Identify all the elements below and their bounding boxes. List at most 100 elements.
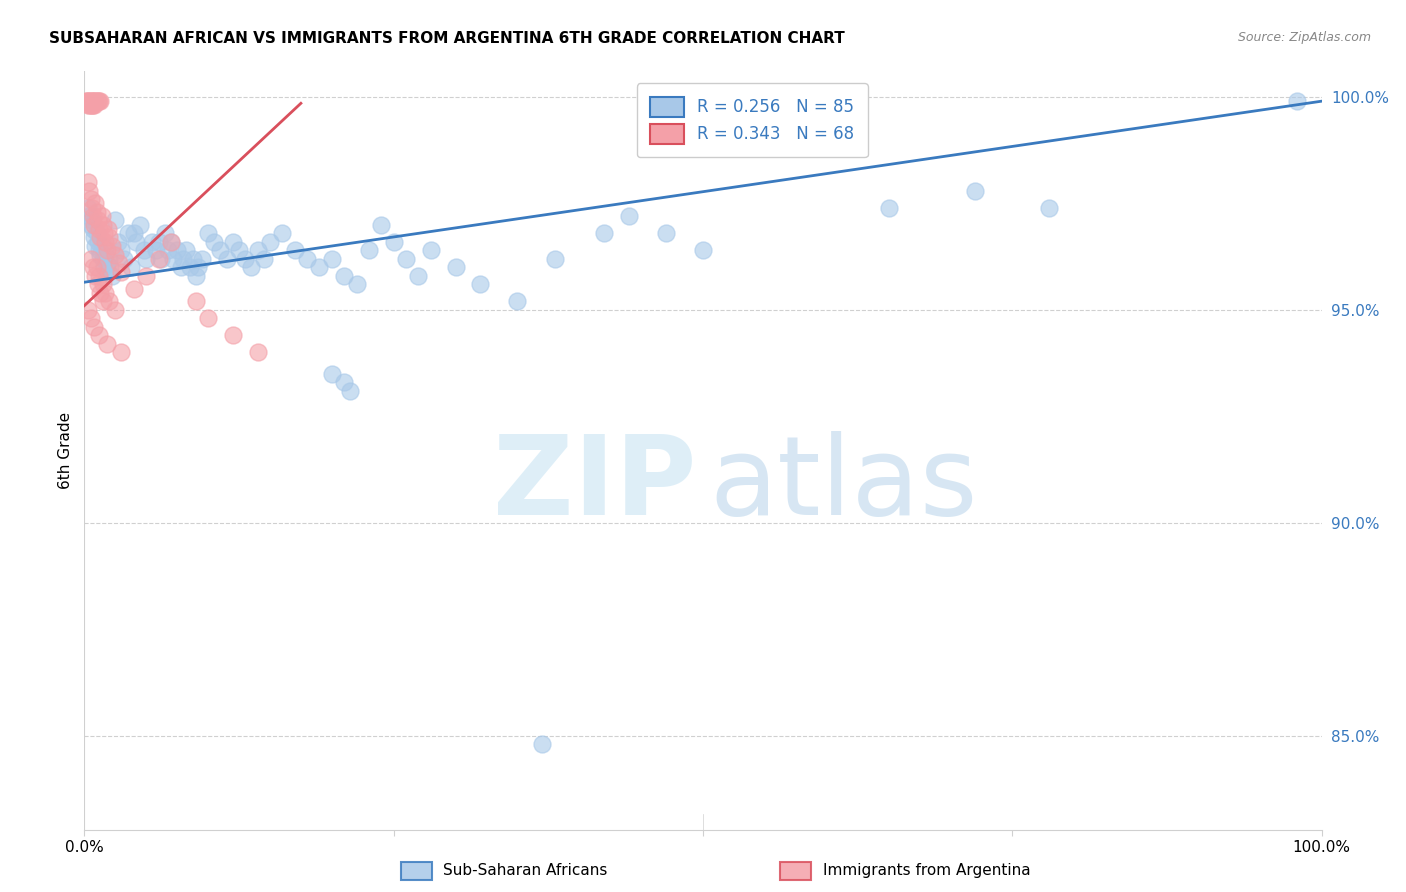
Point (148, 235, 170, 249)
Point (104, 302, 127, 317)
Point (333, 268, 356, 283)
Point (122, 226, 145, 240)
Point (160, 235, 183, 249)
Point (77, 94, 100, 108)
Point (172, 252, 194, 266)
Point (382, 235, 405, 249)
Point (82, 94, 104, 108)
Point (89, 230, 111, 244)
Point (76, 94, 98, 108)
Point (253, 252, 276, 266)
Point (80, 201, 103, 215)
Point (108, 256, 131, 270)
Point (145, 244, 167, 258)
Point (91, 277, 114, 292)
Point (135, 252, 157, 266)
Point (100, 268, 122, 283)
Point (83, 94, 105, 108)
Point (215, 252, 238, 266)
Text: SUBSAHARAN AFRICAN VS IMMIGRANTS FROM ARGENTINA 6TH GRADE CORRELATION CHART: SUBSAHARAN AFRICAN VS IMMIGRANTS FROM AR… (49, 31, 845, 46)
Point (506, 294, 529, 309)
Point (197, 311, 219, 326)
Point (79, 311, 101, 326)
Point (87, 235, 110, 249)
Point (191, 252, 214, 266)
Point (89, 328, 111, 343)
Point (82, 98, 104, 112)
Point (96, 337, 118, 351)
Point (100, 239, 122, 253)
Point (184, 294, 207, 309)
Point (77, 201, 100, 215)
Point (233, 252, 256, 266)
Text: Immigrants from Argentina: Immigrants from Argentina (823, 863, 1031, 878)
Point (80, 98, 103, 112)
Point (89, 222, 111, 236)
Point (1038, 201, 1060, 215)
Point (94, 235, 117, 249)
Point (83, 230, 105, 244)
Point (444, 260, 467, 275)
Point (184, 268, 207, 283)
Point (90, 239, 112, 253)
Point (271, 226, 294, 240)
Point (104, 247, 127, 261)
Point (370, 218, 392, 232)
Point (86, 226, 108, 240)
Point (80, 94, 103, 108)
Point (98, 252, 121, 266)
Point (87, 213, 110, 227)
Point (94, 247, 117, 261)
Point (89, 285, 111, 300)
Point (295, 252, 318, 266)
Point (87, 94, 110, 108)
Point (75, 94, 97, 108)
Point (246, 345, 269, 359)
Point (179, 260, 201, 275)
Point (83, 98, 105, 112)
Point (91, 218, 114, 232)
Point (93, 226, 115, 240)
Point (82, 260, 104, 275)
Point (877, 201, 900, 215)
Point (86, 94, 108, 108)
Point (90, 209, 112, 223)
Point (87, 277, 110, 292)
Point (346, 277, 368, 292)
Point (357, 244, 380, 258)
Point (166, 244, 188, 258)
Point (107, 235, 129, 249)
Point (94, 285, 117, 300)
Point (187, 260, 209, 275)
Point (202, 235, 225, 249)
Point (150, 252, 173, 266)
Point (197, 226, 219, 240)
Point (82, 209, 104, 223)
Point (284, 244, 307, 258)
Point (79, 94, 101, 108)
Point (82, 222, 104, 236)
Point (91, 294, 114, 309)
Point (209, 244, 232, 258)
Point (84, 196, 107, 211)
Point (321, 252, 343, 266)
Point (98, 260, 121, 275)
Point (79, 184, 101, 198)
Point (86, 205, 108, 219)
Text: Sub-Saharan Africans: Sub-Saharan Africans (443, 863, 607, 878)
Point (333, 376, 356, 390)
Point (89, 94, 111, 108)
Y-axis label: 6th Grade: 6th Grade (58, 412, 73, 489)
Text: Source: ZipAtlas.com: Source: ZipAtlas.com (1237, 31, 1371, 45)
Point (395, 252, 418, 266)
Point (79, 94, 101, 108)
Point (89, 244, 111, 258)
Point (110, 345, 132, 359)
Point (120, 260, 142, 275)
Point (174, 244, 197, 258)
Point (132, 244, 155, 258)
Point (110, 244, 132, 258)
Point (84, 268, 107, 283)
Text: atlas: atlas (709, 431, 977, 538)
Point (408, 268, 430, 283)
